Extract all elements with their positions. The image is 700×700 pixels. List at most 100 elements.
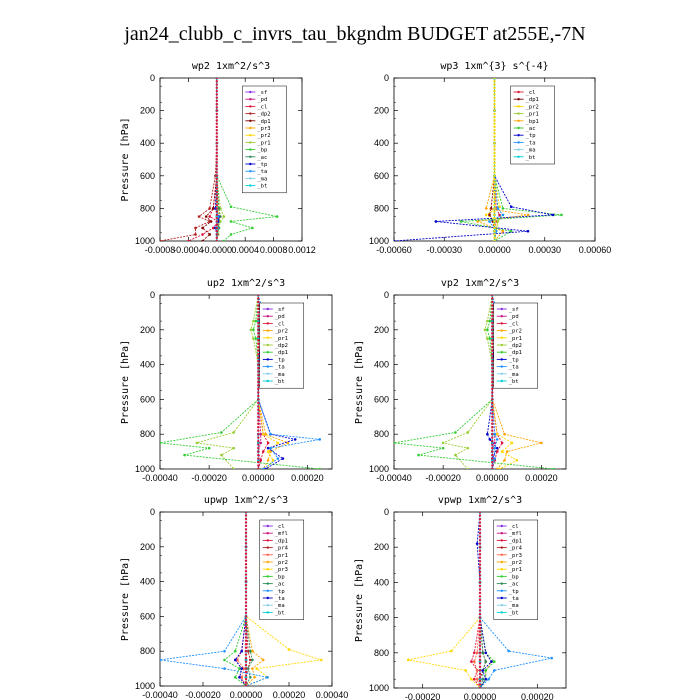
profile-marker [244,604,248,608]
legend-marker [517,148,520,151]
profile-marker [257,412,260,415]
data-point [266,441,270,445]
data-point [232,446,236,450]
profile-marker [493,138,496,142]
data-point [254,337,258,340]
legend-marker [249,141,252,144]
legend-entry: _pr1 [275,336,288,342]
profile-marker [257,446,260,450]
legend-entry: _tp [509,589,519,595]
data-point [441,441,445,445]
data-point [252,328,255,332]
data-point [223,667,226,670]
profile-marker [493,187,496,191]
profile-marker [215,236,218,239]
profile-marker [493,181,496,184]
profile-marker [491,304,494,307]
legend-entry: _ta [526,140,536,146]
profile-marker [493,230,496,233]
data-point [495,438,499,441]
profile-marker [491,453,494,457]
legend-entry: _ac [526,126,536,132]
legend-marker [500,343,503,347]
profile-marker [491,307,494,311]
profile-marker [493,119,496,122]
legend-marker [500,611,503,614]
legend: _sf_pd_cl _dp2_dp1_pr3_pr2_pr1 _bp_ac_tp_t… [242,85,287,194]
legend-entry: _pr1 [275,553,288,559]
profile-marker [491,363,494,366]
legend-entry: _pr2 [275,560,288,566]
profile-marker [244,636,248,639]
y-axis-label: Pressure [hPa] [354,340,365,424]
profile-marker [215,128,218,132]
data-point [266,459,270,462]
legend-marker [266,372,269,375]
profile-marker [493,197,496,200]
panel-title: upwp 1xm^2/s^3 [204,495,288,506]
legend-entry: _ac [257,155,267,161]
data-point [509,229,513,233]
profile-marker [215,210,218,213]
legend-marker [249,112,252,115]
profile-marker [244,608,248,611]
legend-entry: _bp1 [526,119,539,125]
data-point [318,438,322,441]
legend-marker [500,336,503,339]
legend-entry: _sf [275,307,285,313]
legend-marker [500,582,503,585]
profile-marker [215,171,218,174]
y-tick-label: 0 [150,507,155,517]
x-tick-label: 0.00000 [478,245,511,255]
profile-marker [215,239,218,241]
data-point [441,446,445,450]
profile-marker [491,467,494,469]
panel-title: vpwp 1xm^2/s^3 [438,495,522,506]
y-tick-label: 1000 [369,683,389,693]
x-tick-label: 0.00020 [521,692,554,700]
y-tick-label: 1000 [369,236,389,246]
profile-marker [478,574,482,577]
data-point [251,649,254,653]
profile-marker [215,216,218,220]
legend-entry: _pr1 [509,336,522,342]
panel-1: wp3 1xm^{3} s^{-4}02004006008001000-0.00… [369,61,611,255]
profile-marker [493,168,496,171]
profile-marker [244,576,248,580]
profile-marker [257,419,260,422]
data-point [493,432,497,436]
legend-entry: _ma [275,603,285,609]
profile-marker [478,528,482,531]
data-point [242,667,246,670]
profile-marker [478,538,482,542]
profile-marker [244,535,248,538]
data-point [240,667,243,670]
legend-marker [517,105,520,108]
data-point [475,542,479,545]
data-point [487,677,490,681]
legend-entry: _ta [509,596,519,602]
profile-marker [491,359,494,363]
data-point [293,438,297,441]
profile-marker [257,401,260,405]
profile-marker [257,405,260,408]
profile-marker [493,89,496,93]
panel-3: vp2 1xm^2/s^3 0 200 400 600 800 1000-0.00040 -0… [354,278,567,483]
profile-marker [493,109,496,112]
profile-marker [493,171,496,174]
x-tick-label: -0.00040 [142,473,178,483]
profile-marker [491,387,494,391]
profile-marker [257,359,260,363]
x-tick-label: 0.00020 [525,473,558,483]
data-point [459,220,463,223]
legend-entry: _bp [257,148,267,154]
profile-marker [493,148,496,151]
legend-entry: _sf [257,90,267,96]
profile-marker [257,335,260,338]
data-point [495,446,499,450]
legend-entry: _cl [509,321,519,327]
legend-entry: _tp [275,589,285,595]
y-tick-label: 600 [374,613,389,623]
data-point [259,441,263,445]
profile-marker [478,669,482,672]
